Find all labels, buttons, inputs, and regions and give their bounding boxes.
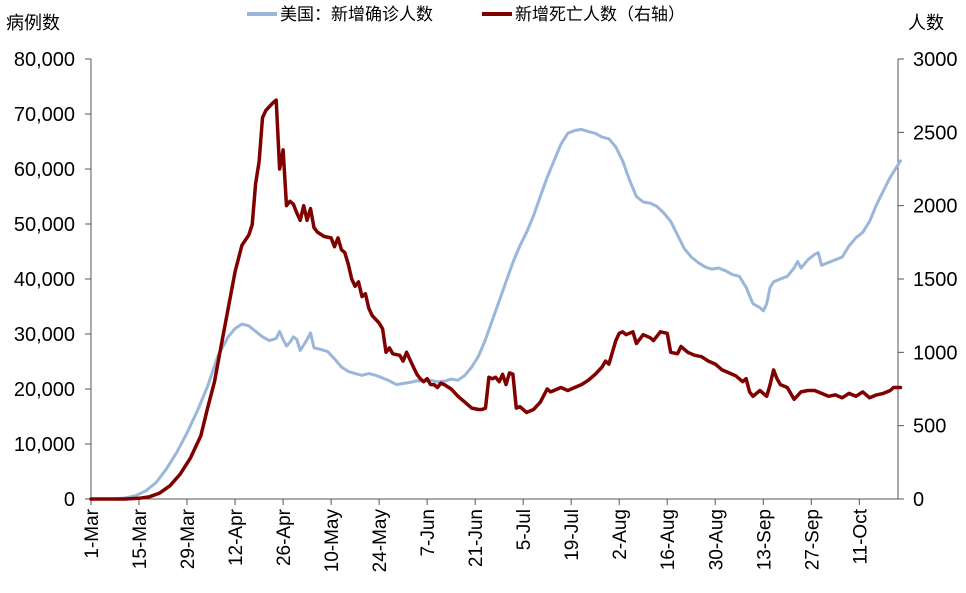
legend: 美国：新增确诊人数 新增死亡人数（右轴） bbox=[247, 5, 685, 25]
right-tick-label: 3000 bbox=[913, 49, 958, 71]
left-tick-label: 60,000 bbox=[14, 159, 75, 181]
x-tick-label: 30-Aug bbox=[706, 509, 727, 570]
right-tick-label: 2000 bbox=[913, 196, 958, 218]
x-tick-label: 2-Aug bbox=[610, 509, 631, 560]
right-tick-label: 0 bbox=[913, 489, 924, 511]
x-tick-label: 10-May bbox=[322, 509, 343, 573]
x-tick-label: 24-May bbox=[370, 509, 391, 573]
x-tick-label: 27-Sep bbox=[802, 509, 823, 570]
left-tick-label: 30,000 bbox=[14, 324, 75, 346]
left-tick-label: 0 bbox=[64, 489, 75, 511]
x-tick-label: 26-Apr bbox=[274, 508, 295, 566]
left-tick-label: 40,000 bbox=[14, 269, 75, 291]
right-tick-label: 1500 bbox=[913, 269, 958, 291]
series-layer bbox=[89, 98, 903, 501]
x-tick-label: 19-Jul bbox=[562, 509, 583, 561]
left-tick-label: 20,000 bbox=[14, 379, 75, 401]
left-y-ticks: 0 10,000 20,000 30,000 40,000 50,000 60,000 70,… bbox=[14, 49, 91, 511]
left-tick-label: 70,000 bbox=[14, 104, 75, 126]
x-tick-label: 21-Jun bbox=[466, 509, 487, 567]
right-y-ticks: 0 500 1000 1500 2000 2500 3000 bbox=[898, 49, 958, 511]
right-axis-unit: 人数 bbox=[908, 13, 944, 34]
left-tick-label: 10,000 bbox=[14, 434, 75, 456]
x-tick-label: 12-Apr bbox=[226, 508, 247, 566]
legend-label-cases: 美国：新增确诊人数 bbox=[280, 5, 433, 25]
left-tick-label: 80,000 bbox=[14, 49, 75, 71]
legend-label-deaths: 新增死亡人数（右轴） bbox=[515, 5, 685, 25]
x-tick-label: 29-Mar bbox=[178, 508, 199, 569]
x-tick-label: 16-Aug bbox=[658, 509, 679, 570]
x-tick-label: 1-Mar bbox=[82, 508, 103, 558]
right-tick-label: 2500 bbox=[913, 122, 958, 144]
series-line-cases bbox=[89, 127, 902, 501]
x-tick-label: 7-Jun bbox=[418, 509, 439, 557]
left-tick-label: 50,000 bbox=[14, 214, 75, 236]
series-line-deaths bbox=[89, 98, 903, 501]
x-tick-label: 5-Jul bbox=[514, 509, 535, 550]
x-ticks: 1-Mar 15-Mar 29-Mar 12-Apr 26-Apr 10-May 24-Ma… bbox=[82, 499, 871, 572]
x-tick-label: 15-Mar bbox=[130, 508, 151, 569]
left-axis-unit: 病例数 bbox=[6, 13, 60, 34]
right-tick-label: 500 bbox=[913, 416, 946, 438]
x-tick-label: 13-Sep bbox=[754, 509, 775, 570]
x-tick-label: 11-Oct bbox=[850, 508, 871, 564]
right-tick-label: 1000 bbox=[913, 342, 958, 364]
